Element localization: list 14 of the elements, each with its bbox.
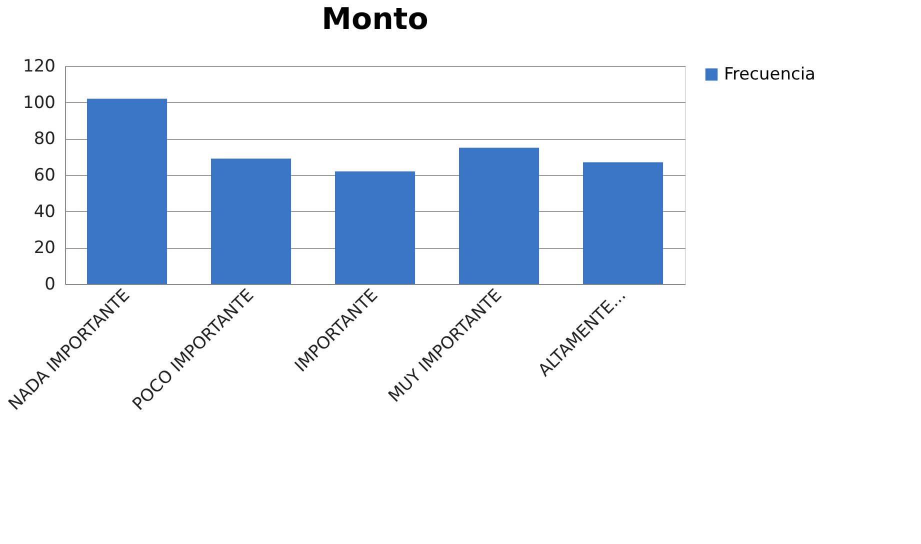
bar: [583, 162, 663, 284]
y-tick-label: 20: [34, 238, 56, 258]
bar: [335, 171, 415, 284]
bar: [87, 98, 167, 284]
y-tick-label: 0: [44, 274, 56, 294]
bar: [211, 158, 291, 284]
y-tick-label: 100: [23, 92, 56, 113]
legend-label: Frecuencia: [724, 64, 816, 84]
y-tick-label: 80: [34, 129, 56, 150]
chart-title: Monto: [322, 2, 428, 37]
y-tick-label: 60: [34, 166, 56, 186]
bar: [459, 148, 539, 284]
y-tick-label: 40: [34, 202, 56, 222]
y-tick-label: 120: [23, 56, 56, 76]
